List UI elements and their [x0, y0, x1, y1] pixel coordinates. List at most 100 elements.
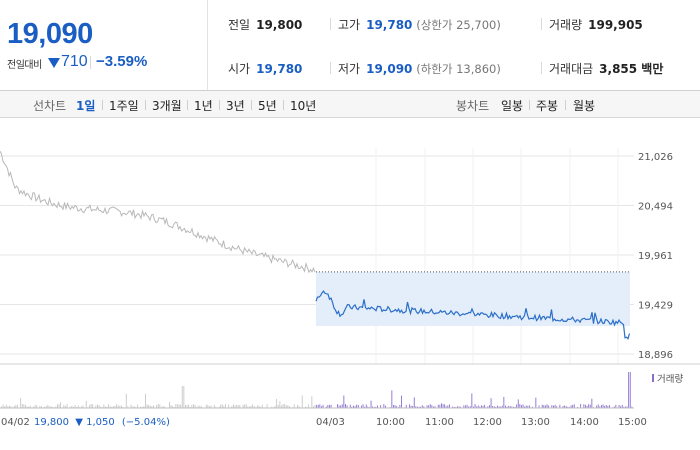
volume-bar	[380, 405, 382, 408]
volume-bar	[153, 405, 154, 408]
volume-bar	[305, 406, 306, 408]
current-price: 19,090	[7, 18, 93, 50]
volume-bar	[220, 404, 222, 408]
volume-bar	[345, 404, 346, 408]
volume-bar	[519, 404, 521, 408]
volume-bar	[209, 406, 210, 408]
volume-bar	[506, 406, 508, 408]
volume-bar	[474, 404, 476, 408]
volume-bar	[266, 404, 268, 408]
volume-bar	[604, 405, 606, 408]
volume-bar	[605, 405, 607, 408]
volume-bar	[132, 406, 134, 408]
volume-bar	[181, 386, 183, 408]
volume-bar	[69, 406, 71, 408]
volume-bar	[492, 406, 494, 408]
divider	[187, 100, 188, 110]
volume-bar	[140, 406, 142, 408]
volume-bar	[527, 405, 529, 408]
candle-weekly[interactable]: 주봉	[536, 99, 559, 113]
volume-bar	[218, 406, 220, 408]
divider	[541, 18, 542, 30]
volume-bar	[186, 405, 188, 408]
volume-bar	[57, 404, 58, 408]
period-5y[interactable]: 5년	[258, 99, 277, 113]
volume-bar	[199, 405, 201, 408]
volume-bar	[543, 405, 545, 408]
volume-bar	[236, 404, 238, 408]
intraday-price-chart[interactable]: 21,026 20,494 19,961 19,429 18,896 거래량 0…	[0, 118, 700, 450]
candle-monthly[interactable]: 월봉	[573, 99, 596, 113]
volume-bar	[316, 404, 318, 408]
volume-bar	[289, 406, 290, 408]
period-1w[interactable]: 1주일	[109, 99, 139, 113]
volume-bar	[191, 405, 193, 408]
volume-bar	[221, 404, 223, 408]
volume-bar	[394, 405, 396, 408]
volume-bar	[287, 405, 289, 408]
volume-bar	[460, 406, 462, 408]
volume-bar	[421, 405, 423, 408]
volume-bar	[370, 400, 372, 408]
divider	[529, 100, 530, 110]
volume-bar	[529, 405, 530, 408]
volume-bar	[497, 405, 498, 408]
volume-bar	[143, 406, 145, 408]
period-3m[interactable]: 3개월	[152, 99, 182, 113]
volume-bar	[325, 406, 327, 408]
period-3y[interactable]: 3년	[226, 99, 245, 113]
volume-bar	[391, 390, 393, 408]
volume-bar	[145, 393, 146, 408]
y-tick-label: 20,494	[638, 201, 673, 212]
volume-bar	[383, 404, 385, 408]
volume-bar	[341, 404, 343, 408]
volume-bar	[60, 402, 62, 408]
candle-daily[interactable]: 일봉	[501, 99, 524, 113]
volume-bar	[613, 406, 615, 408]
y-axis: 21,026 20,494 19,961 19,429 18,896	[638, 152, 673, 361]
period-1d[interactable]: 1일	[76, 99, 96, 113]
volume-bar	[490, 398, 492, 408]
volume-bar	[465, 405, 466, 408]
volume-bar	[213, 404, 215, 408]
volume-bar	[489, 405, 490, 408]
volume-bar	[498, 406, 500, 408]
volume-bar	[253, 406, 255, 408]
period-10y[interactable]: 10년	[290, 99, 317, 113]
volume-bar	[629, 372, 631, 408]
volume-bar	[434, 406, 436, 408]
volume-bar	[570, 405, 572, 408]
volume-bar	[308, 404, 310, 408]
y-tick-label: 19,429	[638, 300, 673, 311]
stat-turnover: 거래대금 3,855 백만	[549, 62, 664, 76]
volume-bar	[245, 404, 247, 408]
volume-bar	[77, 405, 79, 408]
divider	[251, 100, 252, 110]
volume-bar	[588, 404, 590, 408]
volume-bar	[71, 405, 73, 408]
volume-bar	[346, 405, 348, 408]
volume-bar	[479, 406, 481, 408]
period-1y[interactable]: 1년	[194, 99, 213, 113]
volume-bar	[362, 404, 364, 408]
volume-bar	[149, 405, 151, 408]
volume-bar	[148, 404, 150, 408]
volume-bar	[365, 404, 367, 408]
volume-bar	[225, 404, 226, 408]
volume-bar	[234, 405, 236, 408]
volume-bar	[205, 404, 207, 408]
volume-bar	[559, 404, 561, 408]
volume-bar	[583, 404, 585, 408]
volume-bar	[23, 404, 25, 408]
volume-bar	[177, 404, 178, 408]
volume-bar	[89, 405, 90, 408]
volume-bar	[449, 404, 450, 408]
volume-bar	[513, 406, 514, 408]
volume-bar	[442, 404, 444, 408]
volume-bar	[47, 404, 49, 408]
series-today	[315, 290, 631, 340]
volume-bar	[314, 404, 316, 408]
volume-bar	[322, 404, 324, 408]
volume-bar	[92, 404, 94, 408]
stat-high: 고가 19,780 (상한가 25,700)	[338, 18, 501, 32]
